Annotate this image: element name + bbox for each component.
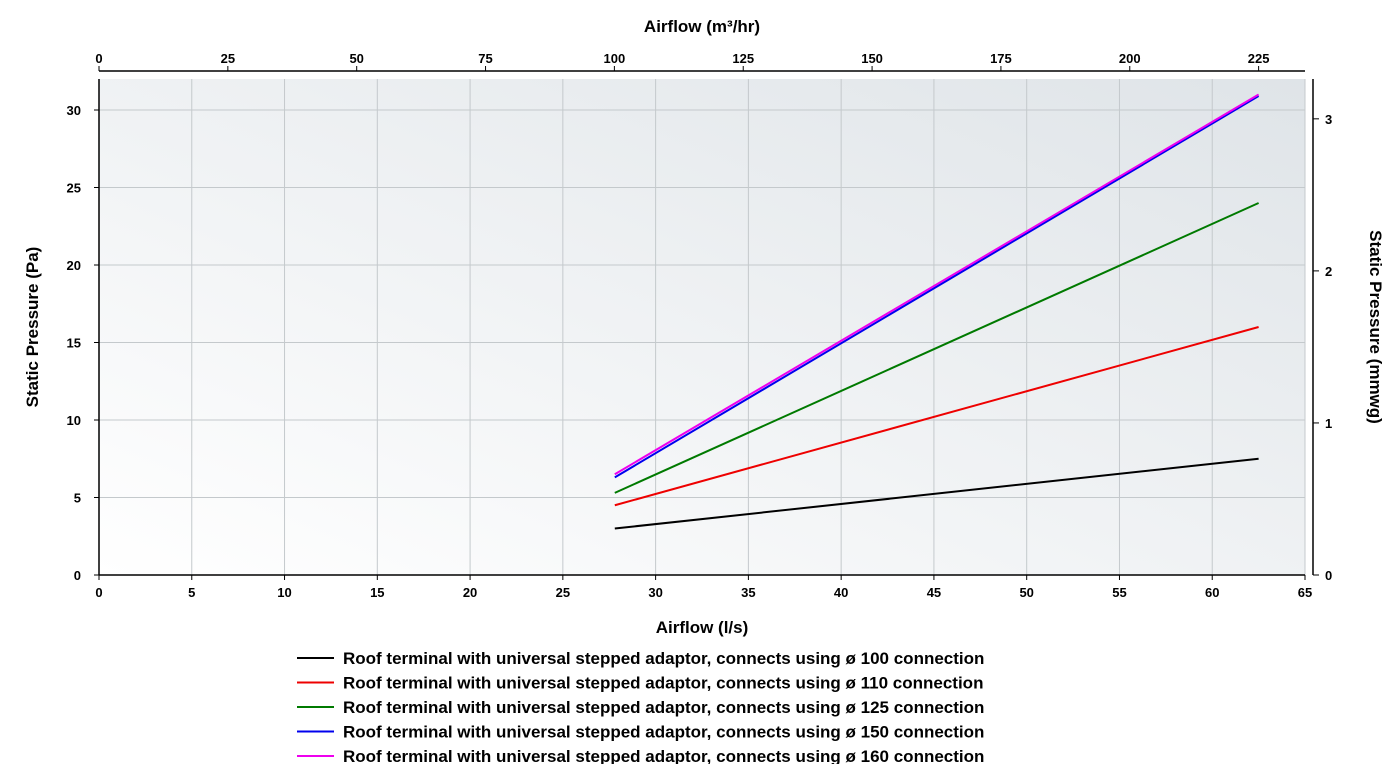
y-tick-label: 5 bbox=[74, 491, 81, 506]
legend-label: Roof terminal with universal stepped ada… bbox=[343, 698, 984, 717]
x-tick-label: 35 bbox=[741, 585, 755, 600]
y2-axis-title: Static Pressure (mmwg) bbox=[1366, 230, 1385, 424]
x-tick-label: 30 bbox=[648, 585, 662, 600]
x-tick-label: 20 bbox=[463, 585, 477, 600]
y-tick-label: 20 bbox=[67, 258, 81, 273]
x-tick-label: 10 bbox=[277, 585, 291, 600]
x2-axis-title: Airflow (m³/hr) bbox=[644, 17, 760, 36]
x-tick-label: 40 bbox=[834, 585, 848, 600]
x-tick-label: 60 bbox=[1205, 585, 1219, 600]
legend-label: Roof terminal with universal stepped ada… bbox=[343, 649, 984, 668]
y-tick-label: 15 bbox=[67, 336, 81, 351]
plot-area bbox=[99, 79, 1305, 575]
x2-tick-label: 125 bbox=[732, 51, 754, 66]
y2-tick-label: 1 bbox=[1325, 416, 1332, 431]
y-tick-label: 10 bbox=[67, 413, 81, 428]
y-tick-label: 0 bbox=[74, 568, 81, 583]
legend: Roof terminal with universal stepped ada… bbox=[297, 649, 984, 764]
x2-tick-label: 175 bbox=[990, 51, 1012, 66]
x-tick-label: 45 bbox=[927, 585, 941, 600]
x-tick-label: 50 bbox=[1019, 585, 1033, 600]
x2-tick-label: 200 bbox=[1119, 51, 1141, 66]
y-tick-label: 25 bbox=[67, 181, 81, 196]
x2-tick-label: 25 bbox=[221, 51, 235, 66]
y2-tick-label: 0 bbox=[1325, 568, 1332, 583]
y2-tick-label: 2 bbox=[1325, 264, 1332, 279]
x2-tick-label: 0 bbox=[95, 51, 102, 66]
legend-label: Roof terminal with universal stepped ada… bbox=[343, 723, 984, 742]
x-tick-label: 15 bbox=[370, 585, 384, 600]
x2-tick-label: 75 bbox=[478, 51, 492, 66]
x-tick-label: 5 bbox=[188, 585, 195, 600]
x-tick-label: 0 bbox=[95, 585, 102, 600]
x-tick-label: 25 bbox=[556, 585, 570, 600]
y2-tick-label: 3 bbox=[1325, 112, 1332, 127]
legend-label: Roof terminal with universal stepped ada… bbox=[343, 674, 983, 693]
x2-tick-label: 100 bbox=[604, 51, 626, 66]
y-axis-title: Static Pressure (Pa) bbox=[23, 247, 42, 408]
y-tick-label: 30 bbox=[67, 103, 81, 118]
x-tick-label: 55 bbox=[1112, 585, 1126, 600]
x2-tick-label: 225 bbox=[1248, 51, 1270, 66]
legend-label: Roof terminal with universal stepped ada… bbox=[343, 747, 984, 764]
x2-tick-label: 150 bbox=[861, 51, 883, 66]
x-axis-title: Airflow (l/s) bbox=[656, 618, 749, 637]
x2-tick-label: 50 bbox=[349, 51, 363, 66]
x-tick-label: 65 bbox=[1298, 585, 1312, 600]
